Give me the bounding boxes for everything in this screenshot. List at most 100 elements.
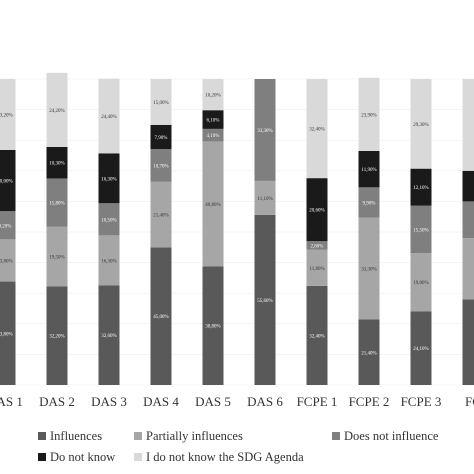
bar-segment xyxy=(202,128,224,142)
category-label: FCPE 2 xyxy=(349,394,390,409)
bar-segment xyxy=(306,241,328,250)
segment-data-label: 32,20% xyxy=(49,335,64,340)
bar-segment xyxy=(0,79,16,150)
bar-segment xyxy=(0,281,16,385)
segment-data-label: 15,00% xyxy=(153,101,168,106)
segment-data-label: 9,20% xyxy=(0,224,11,229)
bar-segment xyxy=(358,187,380,218)
bar-segment xyxy=(410,79,432,169)
bar-segment xyxy=(410,168,432,206)
bar-segment xyxy=(254,214,276,385)
segment-data-label: 16,30% xyxy=(101,259,116,264)
segment-data-label: 24,10% xyxy=(413,347,428,352)
category-label: FCPE 3 xyxy=(401,394,442,409)
bar-segment xyxy=(306,249,328,286)
bar-segment xyxy=(462,299,474,385)
bar-segment xyxy=(98,285,120,385)
segment-data-label: 11,90% xyxy=(361,168,376,173)
gridlines xyxy=(0,78,474,386)
bar-segment xyxy=(254,180,276,215)
bar-segment xyxy=(202,110,224,129)
segment-data-label: 4,10% xyxy=(207,134,220,139)
legend: Influences Partially influences Does not i… xyxy=(38,429,439,464)
bar-segment xyxy=(202,141,224,267)
legend-label: Does not influence xyxy=(344,429,439,443)
bar-segment xyxy=(358,150,380,188)
bar-segment xyxy=(202,266,224,385)
bar-segment xyxy=(358,217,380,320)
segment-data-label: 20,00% xyxy=(0,180,13,185)
bar-segment xyxy=(462,201,474,239)
bar-segment xyxy=(410,311,432,385)
bar-segment xyxy=(306,285,328,385)
legend-label: Do not know xyxy=(50,450,115,464)
legend-label: Partially influences xyxy=(146,429,243,443)
bar-segment xyxy=(150,149,172,182)
legend-label: I do not know the SDG Agenda xyxy=(146,450,304,464)
segment-data-label: 13,80% xyxy=(0,259,13,264)
segment-data-label: 2,80% xyxy=(311,244,324,249)
bar-segment xyxy=(0,211,16,240)
segment-data-label: 19,00% xyxy=(413,281,428,286)
bar-segment xyxy=(46,72,68,147)
bar-segment xyxy=(462,238,474,300)
category-label: DAS 3 xyxy=(91,394,127,409)
bar-segment xyxy=(358,319,380,385)
bar-segment xyxy=(306,79,328,179)
bar-segment xyxy=(410,253,432,312)
segment-labels-group: 33,80% 13,80% 9,20% 20,00% 23,20% 32,20% 19,50… xyxy=(0,94,429,357)
segment-data-label: 33,80% xyxy=(0,332,13,337)
bars-group xyxy=(0,72,474,385)
segment-data-label: 10,50% xyxy=(101,218,116,223)
legend-swatch xyxy=(134,453,142,461)
segment-data-label: 33,30% xyxy=(361,268,376,273)
bar-segment xyxy=(150,181,172,248)
segment-data-label: 12,10% xyxy=(413,186,428,191)
legend-swatch xyxy=(134,432,142,440)
bar-segment xyxy=(46,226,68,287)
segment-data-label: 40,80% xyxy=(205,203,220,208)
segment-data-label: 16,30% xyxy=(101,177,116,182)
bar-segment xyxy=(358,77,380,151)
category-labels-group: DAS 1 DAS 2 DAS 3 DAS 4 DAS 5 DAS 6 FCPE 1 FCPE… xyxy=(0,394,474,409)
bar-segment xyxy=(462,79,474,171)
bar-segment xyxy=(410,205,432,254)
segment-data-label: 33,30% xyxy=(257,129,272,134)
bar-segment xyxy=(150,124,172,150)
segment-data-label: 29,30% xyxy=(413,123,428,128)
segment-data-label: 21,40% xyxy=(361,351,376,356)
bar-segment xyxy=(150,247,172,385)
segment-data-label: 7,90% xyxy=(155,136,168,141)
category-label: FCPE 1 xyxy=(297,394,338,409)
legend-swatch xyxy=(38,432,46,440)
segment-data-label: 19,50% xyxy=(49,256,64,261)
segment-data-label: 38,80% xyxy=(205,325,220,330)
segment-data-label: 10,70% xyxy=(153,164,168,169)
bar-segment xyxy=(202,79,224,111)
segment-data-label: 15,50% xyxy=(413,228,428,233)
category-label: DAS 1 xyxy=(0,394,23,409)
bar-segment xyxy=(98,153,120,204)
bar-segment xyxy=(98,203,120,236)
category-label: DAS 6 xyxy=(247,394,283,409)
bar-segment xyxy=(98,235,120,286)
bar-segment xyxy=(0,149,16,212)
bar-segment xyxy=(98,78,120,154)
category-label: DAS 4 xyxy=(143,394,179,409)
legend-swatch xyxy=(332,432,340,440)
bar-segment xyxy=(46,146,68,179)
segment-data-label: 32,40% xyxy=(309,128,324,133)
segment-data-label: 45,00% xyxy=(153,315,168,320)
segment-data-label: 11,10% xyxy=(257,197,272,202)
segment-data-label: 9,90% xyxy=(363,201,376,206)
segment-data-label: 21,40% xyxy=(153,214,168,219)
segment-data-label: 10,30% xyxy=(49,162,64,167)
segment-data-label: 32,60% xyxy=(101,334,116,339)
segment-data-label: 15,80% xyxy=(49,202,64,207)
bar-segment xyxy=(0,239,16,282)
segment-data-label: 23,90% xyxy=(361,113,376,118)
category-label: DAS 5 xyxy=(195,394,231,409)
bar-segment xyxy=(462,170,474,202)
bar-segment xyxy=(46,178,68,227)
